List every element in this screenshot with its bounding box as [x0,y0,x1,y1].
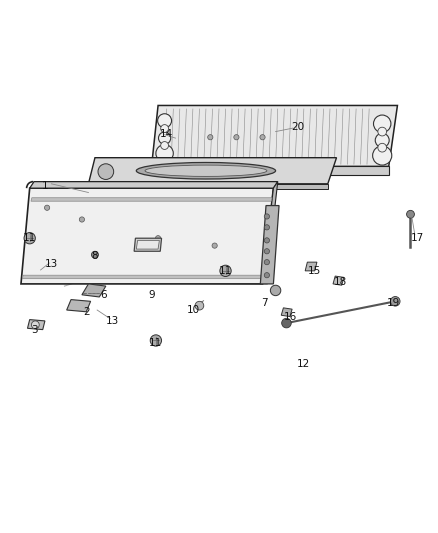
Circle shape [264,238,269,243]
Text: 2: 2 [83,307,89,317]
Text: 20: 20 [291,122,304,132]
Circle shape [158,114,172,128]
Text: 19: 19 [386,298,400,309]
Circle shape [24,232,35,244]
Text: 9: 9 [148,290,155,300]
Polygon shape [152,106,397,166]
Circle shape [264,214,269,219]
Text: 11: 11 [149,338,162,348]
Circle shape [159,132,171,144]
Polygon shape [88,184,328,189]
Text: 10: 10 [186,305,199,315]
Polygon shape [260,206,279,284]
Polygon shape [22,275,264,279]
Text: 6: 6 [100,290,107,300]
Circle shape [161,125,169,133]
Polygon shape [67,300,91,312]
Polygon shape [136,240,159,249]
Circle shape [45,205,49,211]
Polygon shape [262,182,278,284]
Polygon shape [31,198,272,201]
Circle shape [220,265,231,277]
Text: 15: 15 [308,266,321,276]
Text: 8: 8 [92,251,98,261]
Circle shape [212,243,217,248]
Text: 13: 13 [45,260,58,269]
Polygon shape [30,182,278,188]
Circle shape [195,301,204,310]
Circle shape [391,296,400,306]
Circle shape [208,135,213,140]
Polygon shape [28,320,45,329]
Text: 1: 1 [42,181,48,191]
Ellipse shape [145,165,267,176]
Text: 11: 11 [219,266,232,276]
Circle shape [32,321,39,329]
Circle shape [282,318,291,328]
Circle shape [264,225,269,230]
Text: 3: 3 [31,325,37,335]
Polygon shape [21,188,273,284]
Circle shape [161,142,169,149]
Circle shape [378,127,387,136]
Circle shape [156,144,173,162]
Circle shape [264,272,269,278]
Circle shape [150,335,162,346]
Text: 7: 7 [261,298,268,309]
Circle shape [234,135,239,140]
Text: 13: 13 [106,316,119,326]
Polygon shape [333,276,344,285]
Circle shape [373,146,392,165]
Text: 14: 14 [160,129,173,139]
Ellipse shape [136,163,276,179]
Circle shape [374,115,391,133]
Circle shape [375,133,389,147]
Text: 12: 12 [297,359,311,369]
Circle shape [378,143,387,152]
Circle shape [92,251,99,258]
Circle shape [264,249,269,254]
Text: 17: 17 [410,233,424,243]
Polygon shape [88,158,336,184]
Text: 11: 11 [23,233,36,243]
Circle shape [155,236,161,241]
Circle shape [98,164,114,180]
Polygon shape [134,238,162,251]
Polygon shape [281,308,292,317]
Text: 16: 16 [284,312,297,321]
Circle shape [79,217,85,222]
Polygon shape [305,262,317,271]
Circle shape [260,135,265,140]
Polygon shape [82,284,106,297]
Circle shape [406,211,414,218]
Polygon shape [152,166,389,175]
Circle shape [270,285,281,296]
Circle shape [264,260,269,265]
Text: 18: 18 [334,277,347,287]
